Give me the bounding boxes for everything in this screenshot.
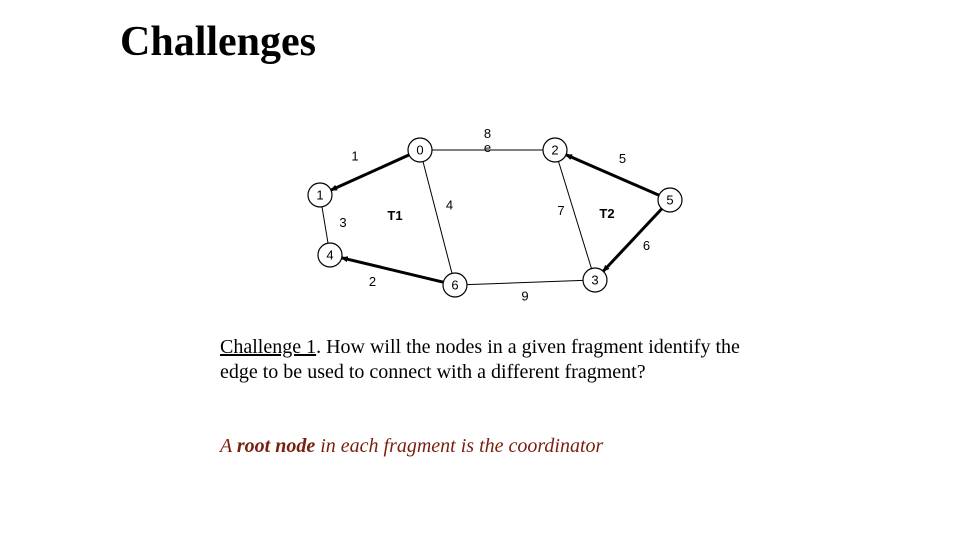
svg-text:6: 6: [643, 238, 650, 253]
svg-text:9: 9: [521, 289, 528, 304]
answer-text: A root node in each fragment is the coor…: [220, 435, 740, 458]
slide-title: Challenges: [120, 18, 316, 66]
svg-text:3: 3: [591, 273, 598, 288]
svg-text:4: 4: [446, 198, 453, 213]
svg-text:7: 7: [557, 203, 564, 218]
challenge-text: Challenge 1. How will the nodes in a giv…: [220, 335, 740, 385]
svg-text:5: 5: [666, 193, 673, 208]
slide: Challenges 1 3 2 4 8e 9 7 5 6 0 1 4 6 2 5 3 T1 T2 Challen…: [0, 0, 960, 540]
svg-text:1: 1: [351, 149, 358, 164]
challenge-label: Challenge 1: [220, 336, 316, 358]
svg-text:T2: T2: [599, 206, 614, 221]
svg-text:3: 3: [339, 215, 346, 230]
svg-text:0: 0: [416, 143, 423, 158]
answer-rest: in each fragment is the coordinator: [315, 435, 603, 457]
graph-diagram: 1 3 2 4 8e 9 7 5 6 0 1 4 6 2 5 3 T1 T2: [275, 120, 715, 315]
svg-text:8: 8: [484, 126, 491, 141]
answer-prefix: A: [220, 435, 237, 457]
svg-text:T1: T1: [387, 208, 402, 223]
svg-text:1: 1: [316, 188, 323, 203]
svg-text:e: e: [484, 140, 491, 155]
svg-text:2: 2: [551, 143, 558, 158]
svg-text:5: 5: [619, 151, 626, 166]
svg-text:6: 6: [451, 278, 458, 293]
svg-text:4: 4: [326, 248, 333, 263]
answer-bold: root node: [237, 435, 315, 457]
svg-text:2: 2: [369, 274, 376, 289]
graph-svg: 1 3 2 4 8e 9 7 5 6 0 1 4 6 2 5 3 T1 T2: [275, 120, 715, 315]
